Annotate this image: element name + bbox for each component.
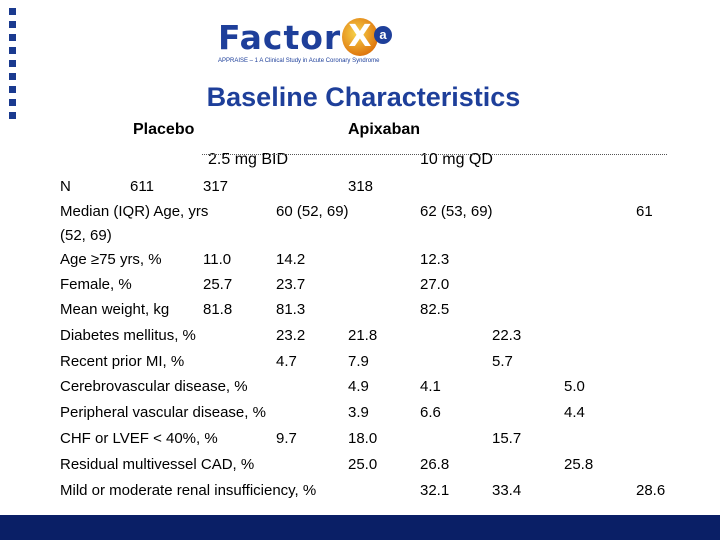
value-2-5mg: 33.4 — [492, 482, 522, 499]
row-label: CHF or LVEF < 40%, % — [60, 430, 218, 447]
value-placebo: 4.7 — [276, 353, 297, 370]
dot-decoration — [9, 73, 16, 80]
dot-decoration — [9, 8, 16, 15]
value-2-5mg: 81.3 — [276, 301, 306, 318]
value-2-5mg: 7.9 — [348, 353, 369, 370]
dot-decoration — [9, 112, 16, 119]
footer-bar — [0, 515, 720, 540]
value-2-5mg: 26.8 — [420, 456, 450, 473]
slide-header: Factor X a APPRAISE – 1 A Clinical Study… — [0, 0, 720, 119]
dot-decoration — [9, 60, 16, 67]
value-2-5mg: 23.7 — [276, 276, 306, 293]
logo-name: Factor — [218, 18, 342, 57]
value-2-5mg: 21.8 — [348, 327, 378, 344]
slide-title: Baseline Characteristics — [206, 82, 521, 112]
value-placebo: 25.7 — [203, 276, 233, 293]
row-label: Age ≥75 yrs, % — [60, 251, 162, 268]
value-placebo: 32.1 — [420, 482, 450, 499]
row-label: Diabetes mellitus, % — [60, 327, 196, 344]
dot-decoration — [9, 47, 16, 54]
row-label: Recent prior MI, % — [60, 353, 185, 370]
dot-decoration — [9, 21, 16, 28]
value-2-5mg: 317 — [203, 178, 229, 195]
value-placebo: 23.2 — [276, 327, 306, 344]
row-label: Mean weight, kg — [60, 301, 170, 318]
header-divider — [202, 154, 667, 155]
value-10mg: 5.7 — [492, 353, 513, 370]
header-10mg-qd: 10 mg QD — [420, 151, 493, 168]
value-placebo: 9.7 — [276, 430, 297, 447]
value-placebo: 4.9 — [348, 378, 369, 395]
logo-tagline: APPRAISE – 1 A Clinical Study in Acute C… — [218, 58, 380, 64]
header-2-5mg-bid: 2.5 mg BID — [208, 151, 289, 168]
value-placebo: 11.0 — [203, 251, 232, 268]
value-2-5mg: 14.2 — [276, 251, 306, 268]
value-10mg: 25.8 — [564, 456, 594, 473]
value-2-5mg: 62 (53, 69) — [420, 203, 493, 220]
value-10mg: 61 — [636, 203, 653, 220]
dot-decoration — [9, 86, 16, 93]
value-10mg: 27.0 — [420, 276, 450, 293]
value-2-5mg: 6.6 — [420, 404, 441, 421]
row-label: Residual multivessel CAD, % — [60, 456, 255, 473]
dot-decoration — [9, 99, 16, 106]
header-apixaban: Apixaban — [348, 121, 421, 138]
row-label: N — [60, 178, 71, 195]
value-2-5mg: 18.0 — [348, 430, 378, 447]
value-10mg-continued: (52, 69) — [60, 227, 112, 244]
value-2-5mg: 4.1 — [420, 378, 441, 395]
row-label: Median (IQR) Age, yrs — [60, 203, 209, 220]
value-10mg: 82.5 — [420, 301, 450, 318]
row-label: Mild or moderate renal insufficiency, % — [60, 482, 317, 499]
value-10mg: 5.0 — [564, 378, 585, 395]
value-10mg: 318 — [348, 178, 374, 195]
value-10mg: 4.4 — [564, 404, 585, 421]
row-label: Cerebrovascular disease, % — [60, 378, 248, 395]
dot-decoration — [9, 34, 16, 41]
value-placebo: 3.9 — [348, 404, 369, 421]
logo-a-mark: a — [374, 26, 392, 44]
value-10mg: 15.7 — [492, 430, 522, 447]
value-10mg: 12.3 — [420, 251, 450, 268]
row-label: Peripheral vascular disease, % — [60, 404, 266, 421]
logo-x-mark: X — [342, 18, 378, 56]
value-placebo: 611 — [130, 178, 154, 195]
value-placebo: 81.8 — [203, 301, 233, 318]
value-placebo: 25.0 — [348, 456, 378, 473]
value-10mg: 28.6 — [636, 482, 666, 499]
row-label: Female, % — [60, 276, 132, 293]
value-10mg: 22.3 — [492, 327, 522, 344]
value-placebo: 60 (52, 69) — [276, 203, 349, 220]
header-placebo: Placebo — [133, 121, 195, 138]
